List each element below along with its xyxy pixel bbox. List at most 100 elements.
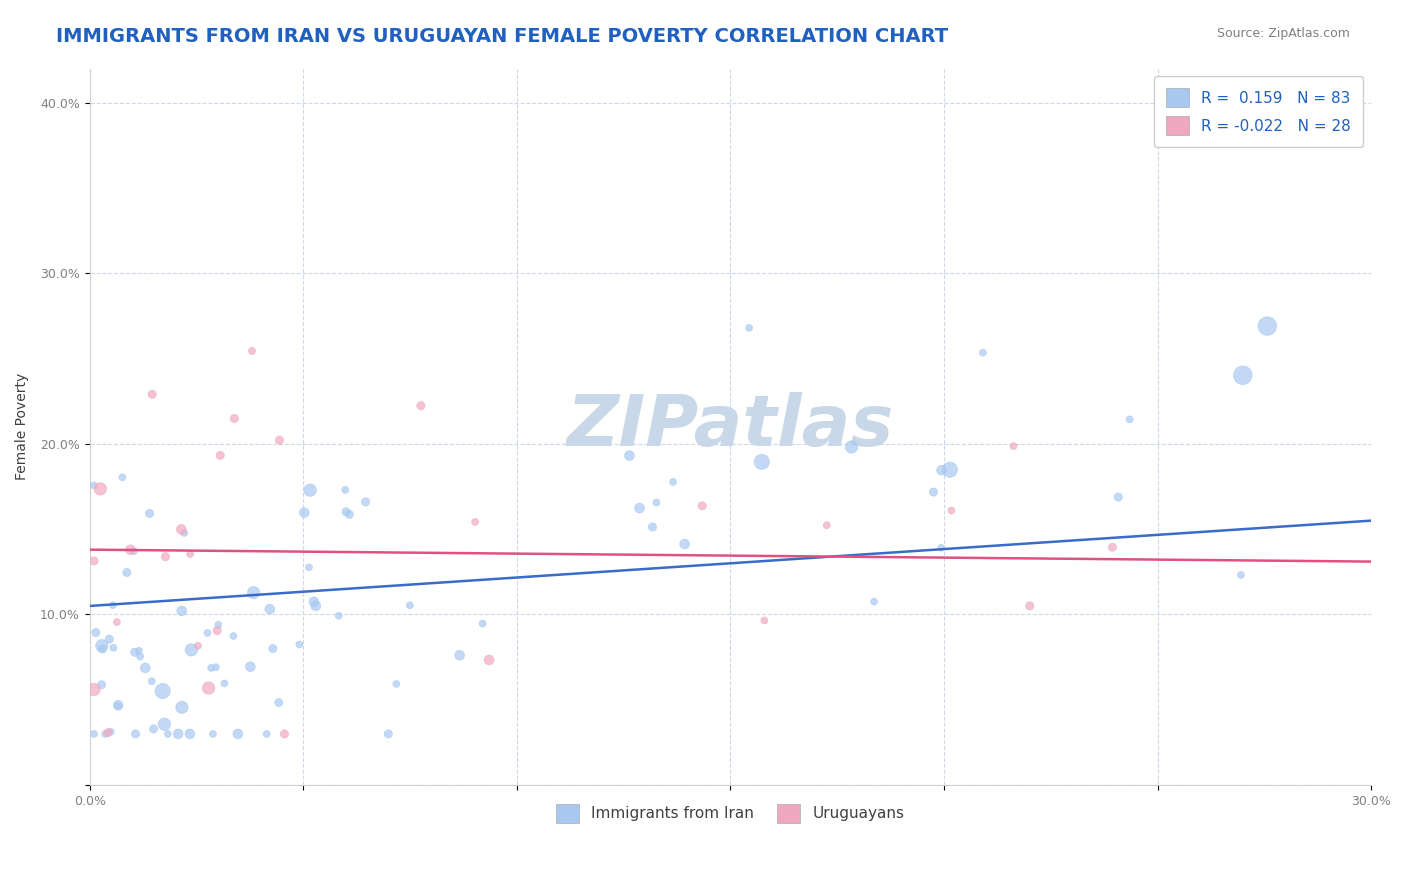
Point	[83, 727, 105, 741]
Point	[1018, 599, 1040, 613]
Point	[288, 637, 311, 651]
Point	[628, 501, 651, 516]
Point	[129, 649, 152, 664]
Point	[226, 727, 249, 741]
Point	[299, 483, 322, 497]
Point	[115, 566, 138, 580]
Point	[619, 449, 641, 463]
Point	[464, 515, 486, 529]
Point	[1232, 368, 1254, 383]
Point	[170, 522, 193, 536]
Point	[200, 661, 222, 675]
Point	[328, 608, 350, 623]
Point	[138, 507, 160, 521]
Point	[267, 696, 290, 710]
Y-axis label: Female Poverty: Female Poverty	[15, 373, 30, 481]
Point	[273, 727, 295, 741]
Text: Source: ZipAtlas.com: Source: ZipAtlas.com	[1216, 27, 1350, 40]
Point	[214, 676, 236, 690]
Point	[94, 727, 117, 741]
Point	[91, 642, 114, 657]
Point	[205, 660, 228, 674]
Point	[1230, 568, 1253, 582]
Point	[673, 537, 696, 551]
Point	[179, 547, 201, 561]
Point	[155, 549, 177, 564]
Point	[242, 585, 264, 599]
Point	[98, 632, 121, 647]
Point	[187, 639, 209, 653]
Point	[83, 682, 105, 697]
Point	[929, 541, 952, 555]
Point	[90, 639, 112, 653]
Point	[83, 478, 105, 492]
Point	[156, 727, 179, 741]
Point	[262, 641, 284, 656]
Point	[128, 644, 150, 658]
Point	[105, 615, 128, 629]
Point	[167, 727, 190, 741]
Point	[180, 643, 202, 657]
Point	[103, 640, 125, 655]
Point	[107, 698, 129, 713]
Point	[222, 629, 245, 643]
Point	[179, 727, 201, 741]
Point	[377, 727, 399, 741]
Point	[89, 482, 111, 496]
Point	[124, 645, 146, 659]
Point	[240, 343, 263, 358]
Legend: Immigrants from Iran, Uruguayans: Immigrants from Iran, Uruguayans	[544, 792, 917, 835]
Text: IMMIGRANTS FROM IRAN VS URUGUAYAN FEMALE POVERTY CORRELATION CHART: IMMIGRANTS FROM IRAN VS URUGUAYAN FEMALE…	[56, 27, 949, 45]
Point	[141, 674, 163, 689]
Point	[645, 495, 668, 509]
Point	[120, 542, 142, 557]
Point	[305, 599, 328, 613]
Point	[335, 505, 357, 519]
Point	[142, 722, 165, 736]
Point	[84, 625, 107, 640]
Point	[207, 617, 229, 632]
Point	[449, 648, 471, 662]
Point	[205, 624, 228, 638]
Point	[409, 399, 432, 413]
Point	[641, 520, 664, 534]
Point	[83, 554, 105, 568]
Point	[153, 717, 176, 731]
Point	[337, 508, 360, 522]
Point	[972, 345, 994, 359]
Point	[201, 727, 224, 741]
Point	[941, 503, 963, 517]
Point	[134, 661, 156, 675]
Point	[141, 387, 163, 401]
Point	[302, 595, 325, 609]
Point	[292, 506, 315, 520]
Point	[122, 544, 145, 558]
Point	[100, 724, 122, 739]
Point	[662, 475, 685, 489]
Point	[398, 599, 420, 613]
Point	[1256, 319, 1278, 334]
Point	[478, 653, 501, 667]
Point	[269, 433, 291, 447]
Point	[1101, 541, 1123, 555]
Point	[354, 495, 377, 509]
Point	[170, 604, 193, 618]
Point	[1002, 439, 1025, 453]
Point	[197, 681, 219, 695]
Point	[209, 449, 232, 463]
Point	[101, 598, 124, 612]
Point	[754, 614, 776, 628]
Point	[90, 678, 112, 692]
Point	[1118, 412, 1140, 426]
Point	[738, 321, 761, 335]
Point	[931, 463, 953, 477]
Point	[173, 525, 195, 540]
Point	[259, 602, 281, 616]
Point	[107, 698, 129, 713]
Point	[256, 727, 278, 741]
Point	[152, 684, 174, 698]
Point	[97, 725, 120, 739]
Point	[815, 518, 838, 533]
Point	[239, 659, 262, 673]
Point	[111, 470, 134, 484]
